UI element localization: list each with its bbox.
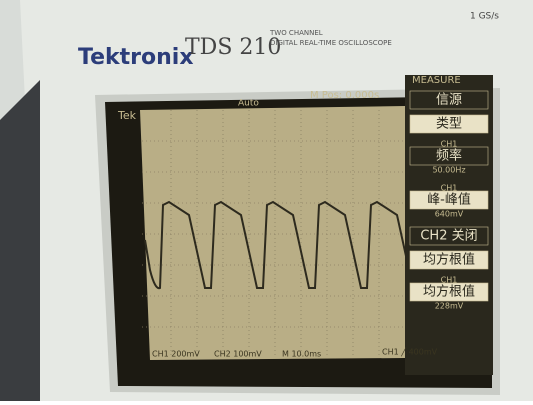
menu-item: 类型: [436, 117, 462, 132]
menu-item: 均方根值: [423, 252, 475, 268]
brand: Tektronix: [78, 45, 194, 70]
status: Tek: [117, 109, 137, 122]
menu-item-box: [409, 90, 489, 110]
menu-source: CH1: [441, 276, 458, 285]
menu-item-box: [409, 190, 489, 210]
graticule-area: [140, 106, 405, 360]
menu-item-box: [409, 146, 489, 166]
menu-source: CH1: [441, 140, 458, 149]
menu-value: 228mV: [435, 302, 464, 311]
menu-title: MEASURE: [412, 75, 461, 86]
menu-item-box: [409, 226, 489, 246]
ch1-scale: CH1 200mV: [152, 350, 200, 359]
trigger-level: CH1 ╱ 400mV: [382, 347, 438, 357]
menu-item: 均方根值: [423, 284, 475, 300]
model: TDS 210: [185, 35, 281, 60]
subtitle: DIGITAL REAL-TIME OSCILLOSCOPE: [270, 39, 392, 47]
subtitle: TWO CHANNEL: [269, 29, 323, 37]
menu-source: CH1: [441, 184, 458, 193]
menu-item: 频率: [436, 148, 462, 164]
menu-item-box: [409, 114, 489, 134]
position: M Pos: 0.000s: [310, 90, 379, 101]
menu-value: 640mV: [435, 210, 464, 219]
menu-item: 信源: [436, 93, 462, 108]
menu-item-box: [409, 282, 489, 302]
time-scale: M 10.0ms: [282, 350, 321, 359]
graticule: [142, 110, 405, 358]
menu-item: CH2 关闭: [420, 229, 477, 244]
menu-item-box: [409, 250, 489, 270]
menu-value: 50.00Hz: [432, 166, 465, 175]
ch2-scale: CH2 100mV: [214, 350, 262, 359]
trigger-mode: Auto: [238, 99, 259, 109]
side: [0, 80, 40, 401]
sample-rate: 1 GS/s: [470, 12, 499, 22]
menu-item: 峰-峰值: [427, 192, 471, 208]
waveform: [144, 200, 419, 290]
